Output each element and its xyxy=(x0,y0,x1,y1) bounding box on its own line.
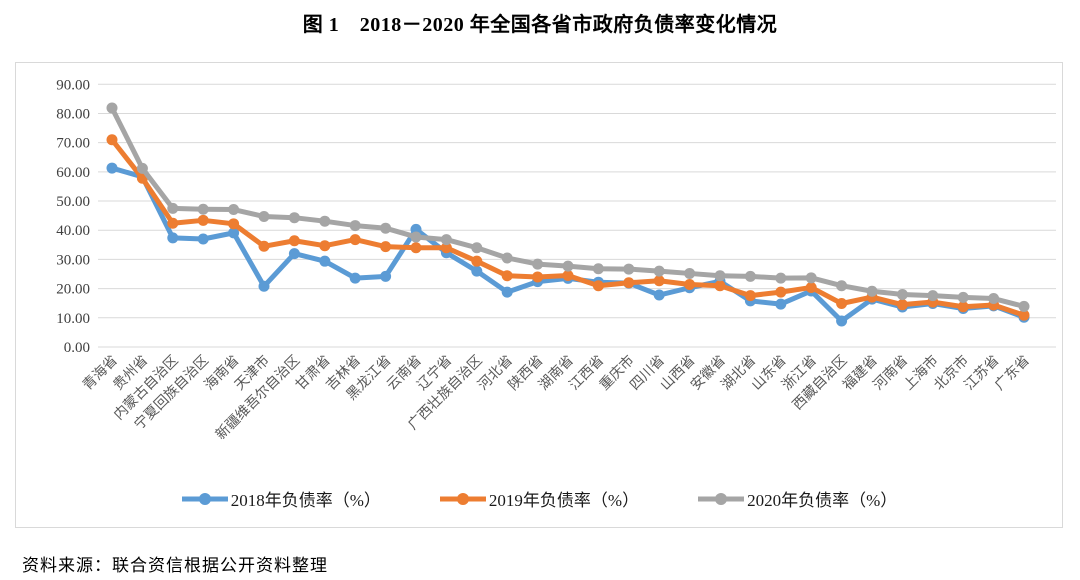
source-note: 资料来源：联合资信根据公开资料整理 xyxy=(22,556,328,575)
data-point-s1-15 xyxy=(562,269,574,281)
data-point-s0-12 xyxy=(471,265,483,277)
legend-marker-2020-icon xyxy=(698,492,745,505)
y-tick-label: 20.00 xyxy=(56,282,90,298)
data-point-s1-30 xyxy=(1018,309,1030,321)
data-point-s1-5 xyxy=(258,240,270,252)
data-point-s2-17 xyxy=(623,263,635,275)
data-point-s1-26 xyxy=(896,299,908,311)
y-tick-label: 70.00 xyxy=(56,136,90,152)
y-tick-label: 60.00 xyxy=(56,165,90,181)
y-tick-label: 40.00 xyxy=(56,223,90,239)
data-point-s1-14 xyxy=(532,271,544,283)
data-point-s0-6 xyxy=(288,248,300,260)
data-point-s0-5 xyxy=(258,280,270,292)
data-point-s1-0 xyxy=(106,134,118,146)
data-point-s2-8 xyxy=(349,220,361,232)
data-point-s2-13 xyxy=(501,252,513,264)
data-point-s0-0 xyxy=(106,162,118,174)
data-point-s1-28 xyxy=(957,301,969,313)
data-point-s1-21 xyxy=(744,290,756,302)
data-point-s2-24 xyxy=(836,280,848,292)
legend-label-2020: 2020年负债率（%） xyxy=(747,491,898,510)
data-point-s2-18 xyxy=(653,265,665,277)
legend-marker-2018-icon xyxy=(181,492,228,505)
data-point-s0-2 xyxy=(167,232,179,244)
data-point-s2-0 xyxy=(106,102,118,114)
data-point-s0-10 xyxy=(410,223,422,235)
data-point-s2-22 xyxy=(775,272,787,284)
data-point-s1-23 xyxy=(805,281,817,293)
series-line-0 xyxy=(109,165,1027,324)
legend-label-2019: 2019年负债率（%） xyxy=(488,491,640,510)
data-point-s2-14 xyxy=(532,258,544,270)
data-point-s1-18 xyxy=(653,275,665,287)
data-point-s1-16 xyxy=(592,280,604,292)
data-point-s2-15 xyxy=(562,260,574,272)
y-tick-label: 90.00 xyxy=(56,77,90,93)
data-point-s2-27 xyxy=(927,290,939,302)
legend-label-2018: 2018年负债率（%） xyxy=(230,491,381,510)
chart-frame: 90.00 80.00 70.00 60.00 50.00 40.00 30.00 20.00… xyxy=(15,62,1063,528)
data-point-s1-10 xyxy=(410,242,422,254)
legend-item-2018: 2018年负债率（%） xyxy=(181,486,381,511)
data-point-s2-1 xyxy=(136,162,148,174)
data-point-s0-22 xyxy=(775,298,787,310)
data-point-s1-12 xyxy=(471,255,483,267)
data-point-s2-3 xyxy=(197,203,209,215)
data-point-s2-10 xyxy=(410,231,422,243)
data-point-s1-20 xyxy=(714,280,726,292)
legend-marker-2019-icon xyxy=(439,492,486,505)
chart-legend: 2018年负债率（%） 2019年负债率（%） 2020年负债率（%） xyxy=(16,486,1062,511)
data-point-s1-17 xyxy=(623,277,635,289)
data-point-s1-4 xyxy=(228,218,240,230)
data-point-s1-7 xyxy=(319,240,331,252)
data-point-s2-11 xyxy=(440,234,452,246)
y-tick-label: 80.00 xyxy=(56,106,90,122)
legend-item-2019: 2019年负债率（%） xyxy=(439,486,639,511)
data-point-s2-6 xyxy=(288,212,300,224)
data-point-s0-13 xyxy=(501,286,513,298)
legend-item-2020: 2020年负债率（%） xyxy=(697,486,897,511)
data-point-s2-19 xyxy=(684,267,696,279)
data-point-s0-18 xyxy=(653,289,665,301)
data-point-s2-23 xyxy=(805,272,817,284)
data-point-s2-30 xyxy=(1018,300,1030,312)
data-point-s1-22 xyxy=(775,286,787,298)
data-point-s0-8 xyxy=(349,272,361,284)
data-point-s2-20 xyxy=(714,270,726,282)
plot-area: 90.00 80.00 70.00 60.00 50.00 40.00 30.00 20.00… xyxy=(56,77,1056,443)
y-tick-label: 0.00 xyxy=(64,340,90,356)
data-point-s1-3 xyxy=(197,214,209,226)
figure-title: 图 1 2018－2020 年全国各省市政府负债率变化情况 xyxy=(302,14,778,36)
x-tick-label: 广东省 xyxy=(992,353,1033,394)
data-point-s0-4 xyxy=(228,227,240,239)
data-point-s0-9 xyxy=(380,270,392,282)
data-point-s1-8 xyxy=(349,234,361,246)
data-point-s2-21 xyxy=(744,270,756,282)
data-point-s2-29 xyxy=(988,293,1000,305)
data-point-s1-24 xyxy=(836,298,848,310)
data-point-s1-11 xyxy=(440,242,452,254)
y-tick-label: 10.00 xyxy=(56,311,90,327)
data-point-s0-24 xyxy=(836,315,848,327)
data-point-s1-13 xyxy=(501,270,513,282)
data-point-s1-2 xyxy=(167,217,179,229)
data-point-s2-9 xyxy=(380,222,392,234)
data-point-s0-3 xyxy=(197,233,209,245)
data-point-s2-28 xyxy=(957,291,969,303)
y-tick-label: 30.00 xyxy=(56,252,90,268)
data-point-s0-7 xyxy=(319,255,331,267)
data-point-s2-2 xyxy=(167,202,179,214)
data-point-s2-12 xyxy=(471,242,483,254)
data-point-s2-25 xyxy=(866,285,878,297)
data-point-s2-5 xyxy=(258,211,270,223)
data-point-s2-4 xyxy=(228,204,240,216)
data-point-s1-19 xyxy=(684,279,696,291)
data-point-s2-26 xyxy=(896,288,908,300)
data-point-s2-7 xyxy=(319,215,331,227)
data-point-s1-9 xyxy=(380,241,392,253)
y-tick-label: 50.00 xyxy=(56,194,90,210)
data-point-s2-16 xyxy=(592,263,604,275)
data-point-s1-6 xyxy=(288,235,300,247)
